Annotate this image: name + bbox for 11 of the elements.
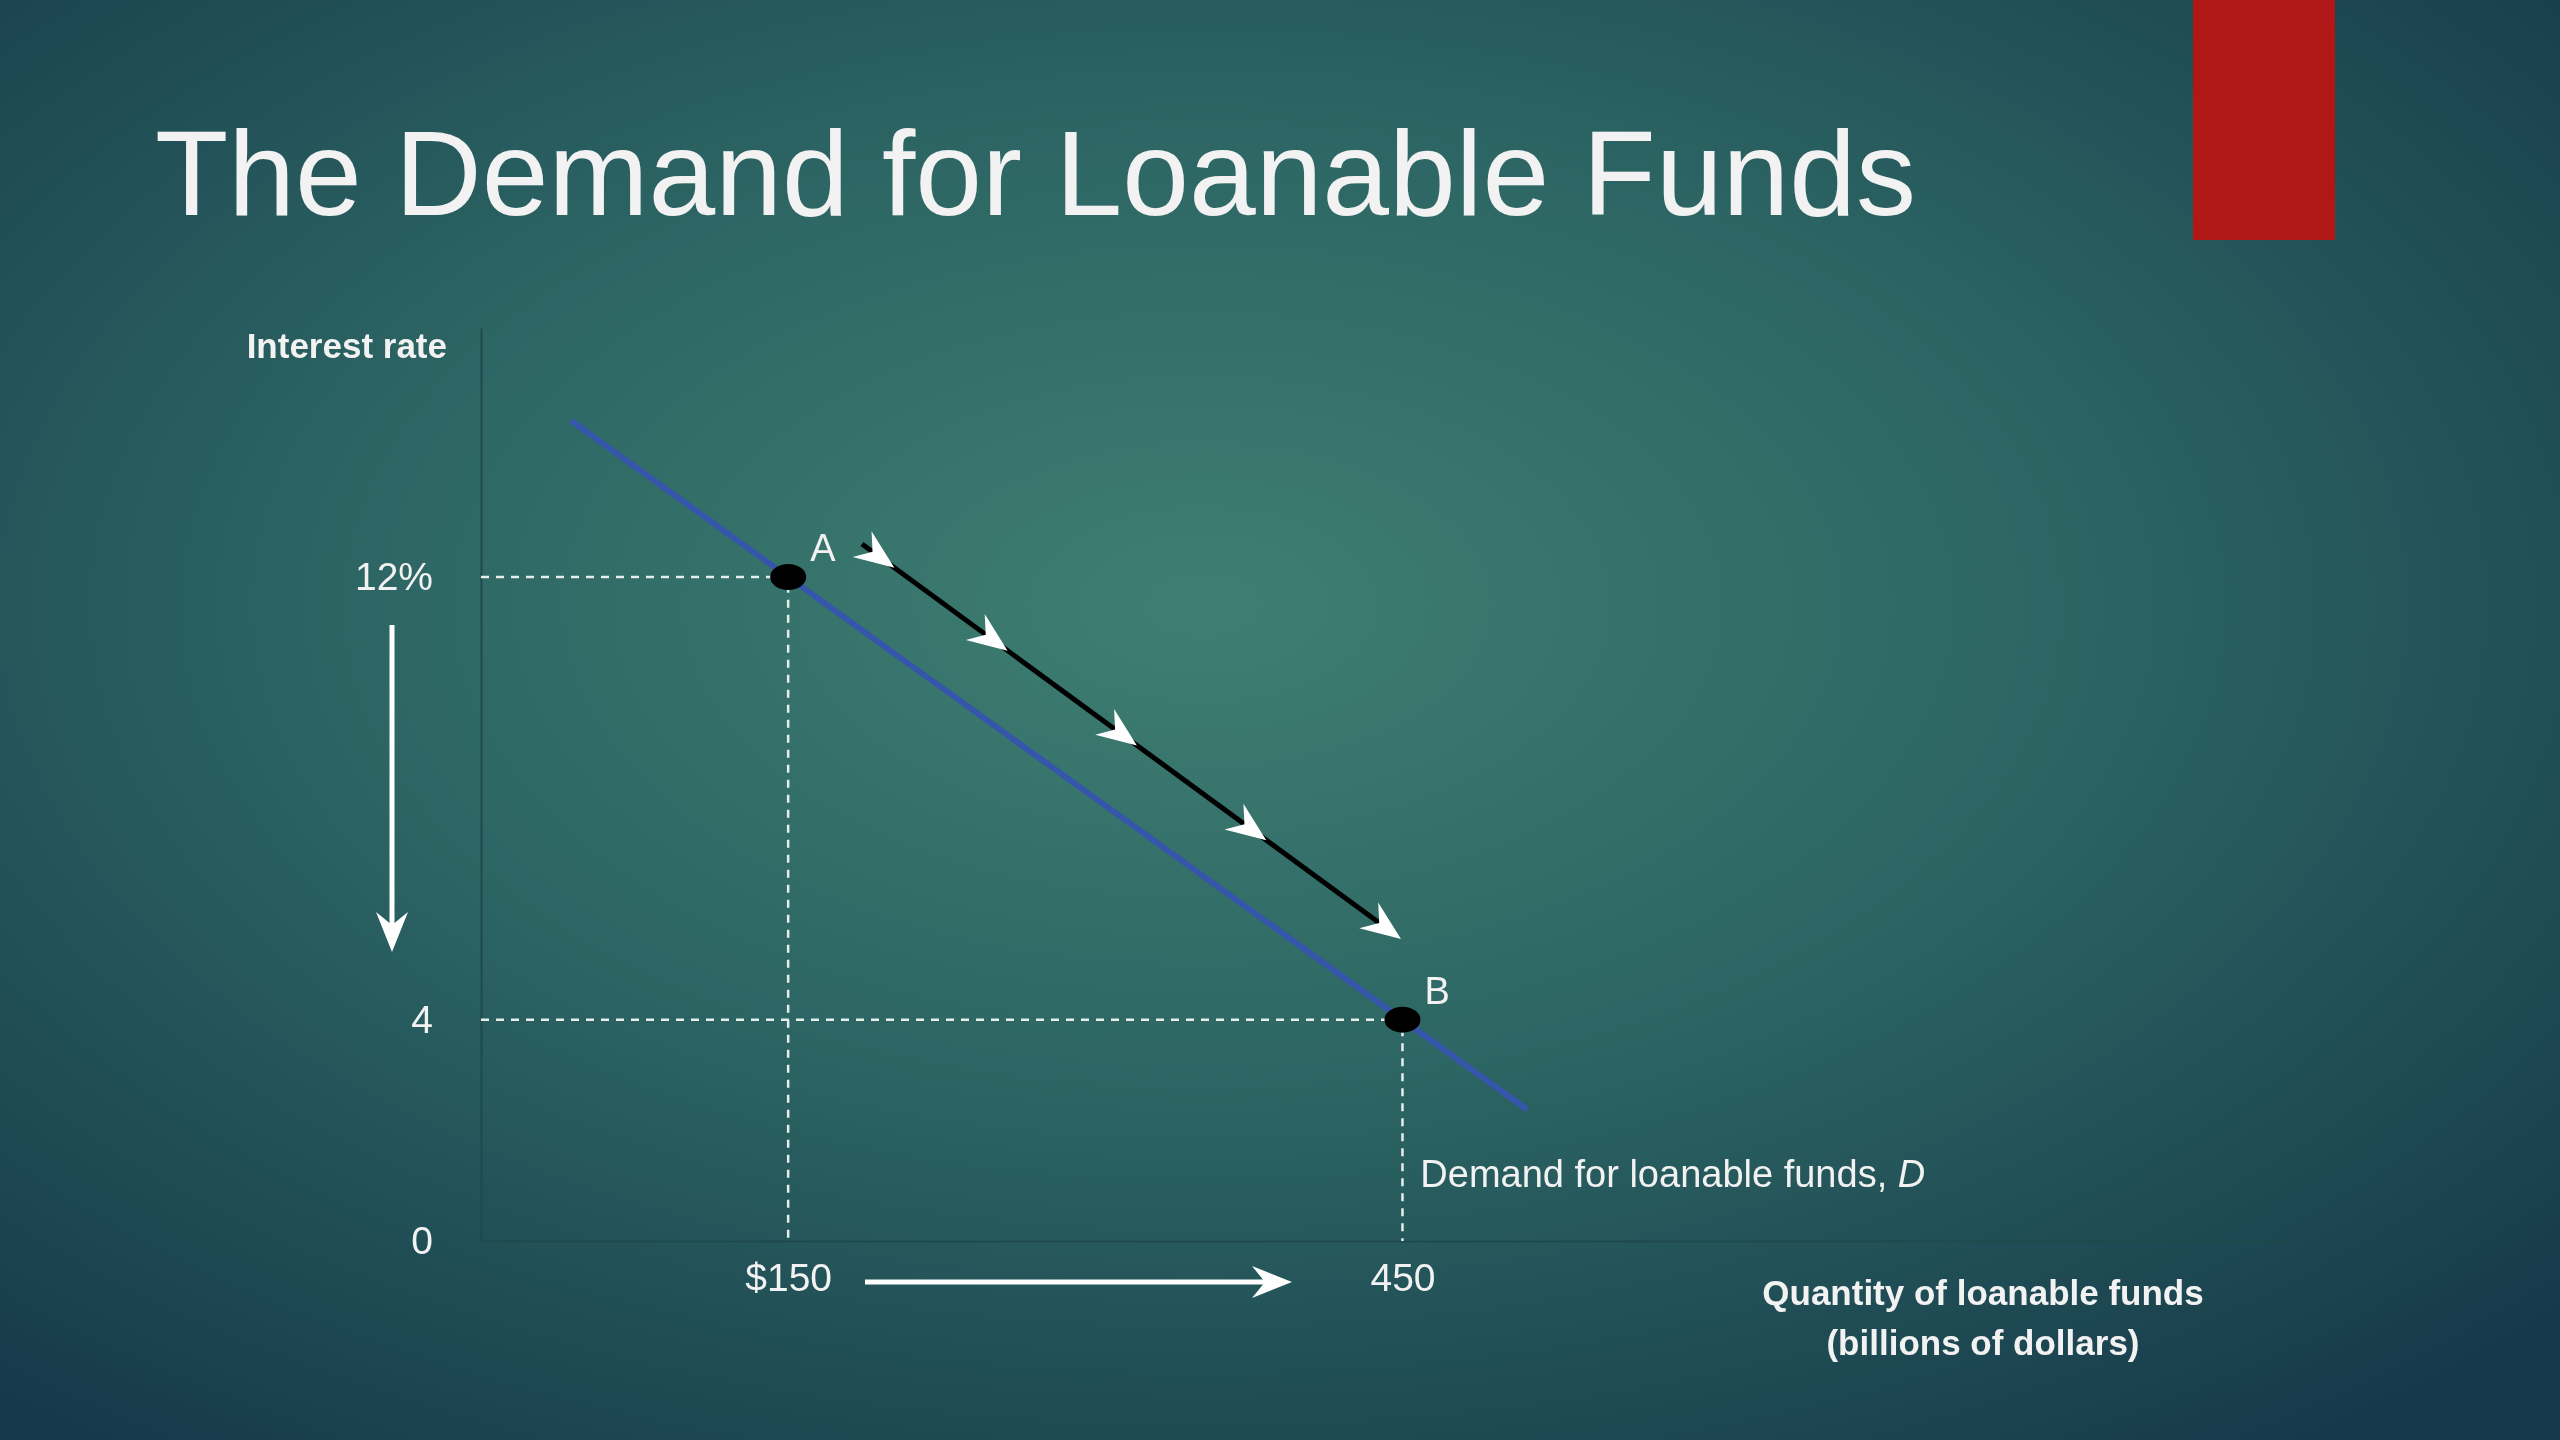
text: Demand for loanable funds, D <box>1420 1153 1926 1196</box>
annotation: B <box>1424 969 1450 1012</box>
chart-title: The Demand for Loanable Funds <box>155 106 1917 240</box>
y-tick-label: 0 <box>411 1218 433 1262</box>
y-axis-title: Interest rate <box>246 326 447 365</box>
x-tick-label: $150 <box>745 1255 833 1299</box>
x-tick-label: 450 <box>1370 1255 1436 1299</box>
y-tick-label: 4 <box>411 997 433 1041</box>
y-tick-label: 12% <box>354 554 433 598</box>
annotation: A <box>810 527 837 569</box>
x-axis-title: Quantity of loanable funds (billions of dollars) <box>1762 1273 2204 1362</box>
